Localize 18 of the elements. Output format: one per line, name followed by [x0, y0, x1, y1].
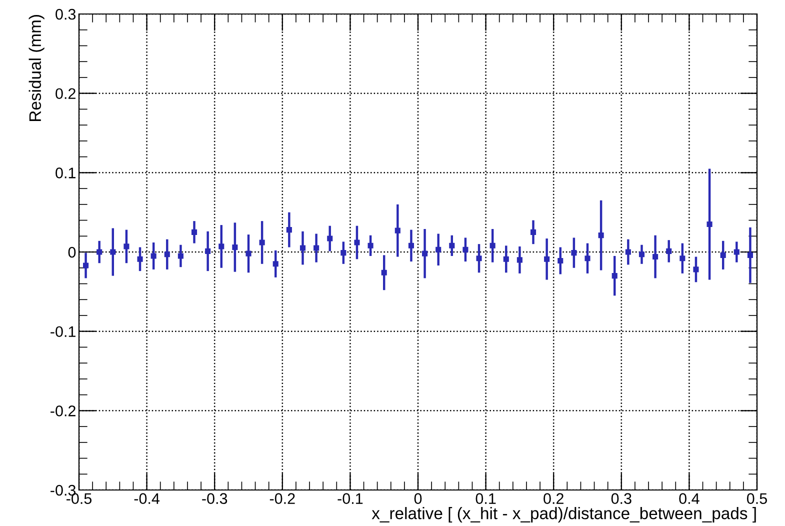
x-tick-label: 0.1	[476, 493, 496, 504]
x-axis-title: x_relative [ (x_hit - x_pad)/distance_between_pads ]	[372, 507, 756, 523]
x-tick-label: -0.2	[270, 493, 295, 504]
y-tick-label: -0.1	[50, 326, 76, 338]
x-tick-label: 0.4	[679, 493, 700, 504]
x-tick-label: 0.2	[544, 493, 564, 504]
x-tick-label: 0.3	[611, 493, 632, 504]
x-tick-label: 0	[414, 493, 422, 504]
x-tick-label: -0.1	[338, 493, 363, 504]
y-tick-label: 0.1	[56, 168, 76, 178]
y-tick-label: 0.3	[56, 8, 76, 20]
x-tick-label: -0.3	[202, 493, 228, 504]
x-tick-label: -0.4	[134, 493, 160, 504]
y-axis-title: Residual (mm)	[28, 15, 44, 121]
y-tick-label: 0	[68, 246, 76, 258]
y-tick-label: 0.2	[56, 88, 76, 100]
y-tick-label: -0.2	[50, 406, 76, 416]
x-tick-label: 0.5	[746, 493, 767, 504]
